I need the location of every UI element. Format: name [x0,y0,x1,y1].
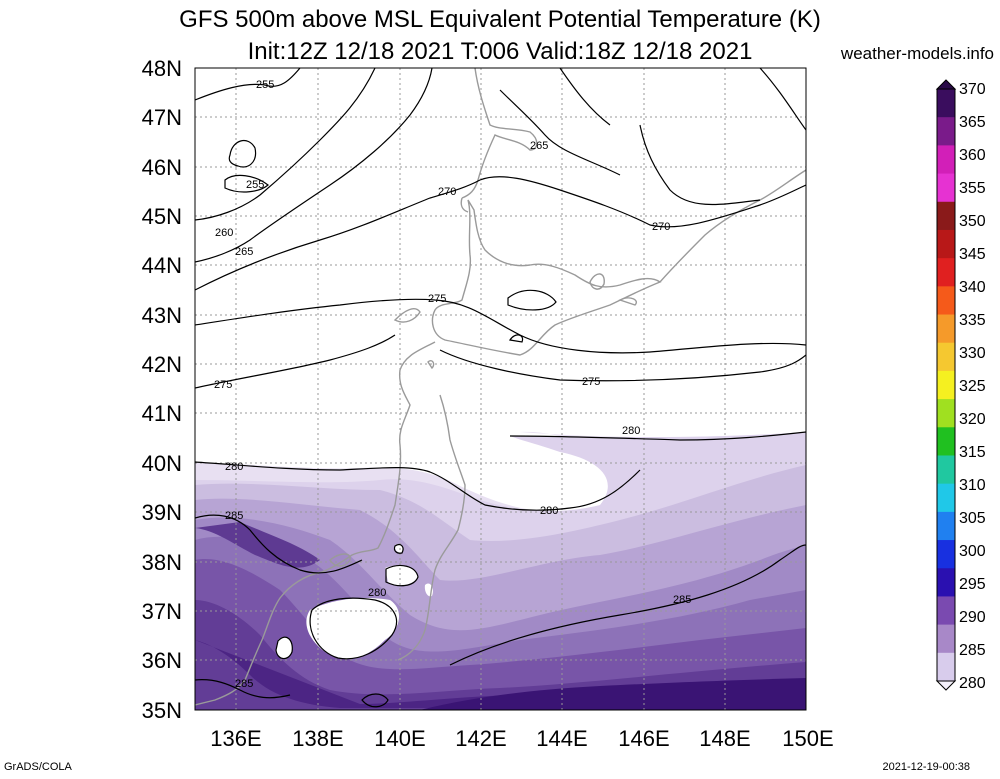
contour-label: 280 [622,425,640,437]
colorbar-segment [937,455,955,485]
contour-label: 275 [214,379,232,391]
colorbar-segment [937,342,955,372]
contour-label: 285 [225,510,243,522]
colorbar-segment [937,258,955,287]
contour-label: 260 [215,227,233,239]
theta-e-shading [195,431,806,710]
contour-label: 280 [225,461,243,473]
lat-label: 36N [142,648,182,673]
colorbar-segment [937,540,955,569]
lat-label: 41N [142,401,182,426]
lon-label: 142E [455,726,506,751]
contour-label-group: 255 255 260 265 265 270 270 275 275 275 … [214,79,691,690]
contour-label: 265 [235,246,253,258]
contour-label: 275 [428,293,446,305]
contour-label: 275 [582,376,600,388]
colorbar-labels: 370 365 360 355 350 345 340 335 330 325 … [959,81,986,692]
lon-label: 138E [292,726,343,751]
lat-label: 44N [142,253,182,278]
contour-label: 280 [540,505,558,517]
chart-title: GFS 500m above MSL Equivalent Potential … [179,6,821,33]
colorbar-segment [937,624,955,654]
lat-label: 47N [142,105,182,130]
colorbar-label: 285 [959,642,986,659]
lat-label: 48N [142,56,182,81]
colorbar-label: 310 [959,477,986,494]
lon-label: 144E [536,726,587,751]
colorbar-label: 305 [959,510,986,527]
colorbar-label: 345 [959,246,986,263]
colorbar-bottom-arrow [935,680,957,691]
lon-label: 146E [618,726,669,751]
colorbar-segment [937,117,955,146]
contour-label: 270 [652,221,670,233]
colorbar-segment [937,229,955,259]
colorbar-segment [937,314,955,344]
lon-axis: 136E 138E 140E 142E 144E 146E 148E 150E [210,726,833,751]
lat-label: 40N [142,451,182,476]
lat-label: 46N [142,155,182,180]
colorbar: 370 365 360 355 350 345 340 335 330 325 … [935,79,986,692]
lon-label: 148E [699,726,750,751]
lat-label: 39N [142,500,182,525]
contour-label: 270 [438,186,456,198]
colorbar-label: 365 [959,114,986,131]
lat-label: 42N [142,352,182,377]
colorbar-label: 295 [959,576,986,593]
footer-timestamp: 2021-12-19-00:38 [882,761,970,773]
colorbar-segment [937,370,955,400]
lat-axis: 48N 47N 46N 45N 44N 43N 42N 41N 40N 39N … [142,56,182,723]
contour-lines [195,68,806,708]
colorbar-segment [937,652,955,682]
colorbar-label: 335 [959,312,986,329]
colorbar-label: 360 [959,147,986,164]
colorbar-label: 290 [959,609,986,626]
brand-label: weather-models.info [840,44,994,63]
lon-label: 136E [210,726,261,751]
colorbar-label: 330 [959,345,986,362]
contour-label: 265 [530,140,548,152]
lat-label: 43N [142,303,182,328]
lat-label: 35N [142,698,182,723]
contour-label: 280 [368,587,386,599]
contour-label: 255 [256,79,274,91]
contour-label: 255 [246,179,264,191]
colorbar-segment [937,173,955,203]
contour-label: 285 [673,594,691,606]
colorbar-segment [937,427,955,456]
colorbar-label: 300 [959,543,986,560]
colorbar-segment [937,483,955,513]
coastlines [195,68,806,706]
lon-label: 150E [782,726,833,751]
map-grid [195,68,806,710]
map-frame [194,67,807,711]
chart-subtitle: Init:12Z 12/18 2021 T:006 Valid:18Z 12/1… [247,38,753,65]
colorbar-segment [937,511,955,541]
colorbar-segment [937,89,955,118]
colorbar-segment [937,568,955,597]
contour-label: 285 [235,678,253,690]
colorbar-segment [937,286,955,316]
colorbar-label: 340 [959,279,986,296]
colorbar-label: 325 [959,378,986,395]
lat-label: 37N [142,599,182,624]
colorbar-segment [937,145,955,175]
colorbar-label: 315 [959,444,986,461]
colorbar-top-arrow [935,79,957,90]
lon-label: 140E [374,726,425,751]
colorbar-label: 320 [959,411,986,428]
colorbar-label: 370 [959,81,986,98]
colorbar-segment [937,596,955,626]
colorbar-label: 350 [959,213,986,230]
colorbar-segments [937,89,955,682]
lat-label: 38N [142,550,182,575]
colorbar-segment [937,201,955,231]
colorbar-label: 355 [959,180,986,197]
lat-label: 45N [142,204,182,229]
footer-credit: GrADS/COLA [4,761,72,773]
colorbar-segment [937,399,955,428]
colorbar-label: 280 [959,675,986,692]
